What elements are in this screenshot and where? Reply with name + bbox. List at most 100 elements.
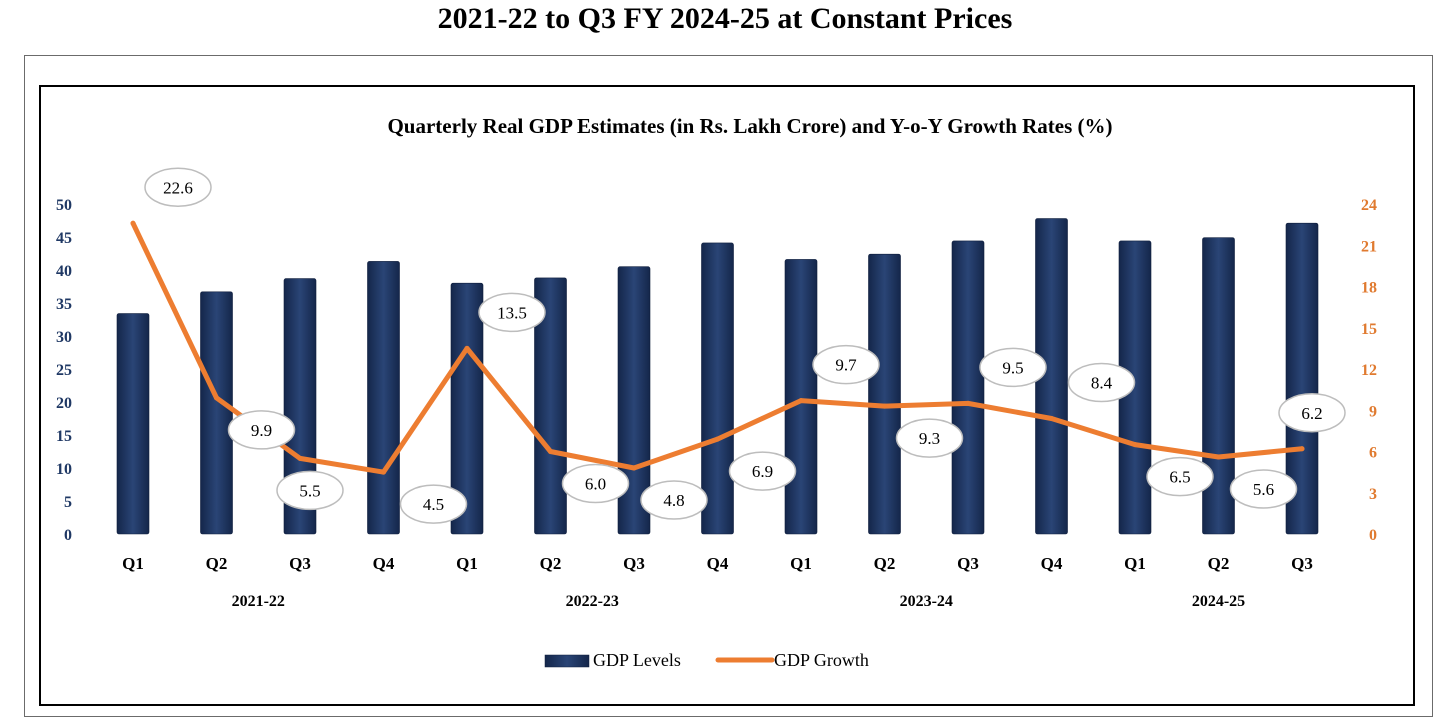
chart-title: Quarterly Real GDP Estimates (in Rs. Lak…: [387, 114, 1112, 138]
gdp-growth-point: [548, 449, 553, 454]
data-label-text: 6.0: [585, 475, 606, 494]
data-label-bubble: [640, 480, 708, 520]
legend-label-line: GDP Growth: [774, 650, 869, 670]
left-tick-label: 15: [56, 428, 72, 445]
x-category-label: Q1: [790, 554, 812, 573]
data-label-text: 8.4: [1091, 374, 1113, 393]
line-series: [130, 220, 1305, 475]
data-label-bubble: [728, 451, 797, 491]
growth-data-label: 9.7: [812, 344, 880, 385]
growth-data-label: 6.0: [561, 463, 630, 504]
growth-data-label: 5.5: [276, 470, 344, 511]
outer-frame: [24, 55, 1433, 717]
gdp-growth-point: [464, 345, 470, 351]
growth-data-label: 6.2: [1278, 393, 1346, 433]
right-tick-label: 3: [1369, 486, 1377, 503]
gdp-growth-point: [1216, 454, 1221, 460]
growth-data-label: 22.6: [144, 167, 212, 207]
growth-data-label: 9.5: [979, 347, 1047, 388]
legend-label-bar: GDP Levels: [593, 650, 681, 670]
gdp-level-bar: [1285, 222, 1319, 535]
gdp-growth-point: [1049, 416, 1054, 421]
growth-data-label: 8.4: [1067, 362, 1136, 403]
x-category-label: Q4: [1041, 554, 1063, 573]
left-tick-label: 20: [56, 395, 72, 412]
x-group-label: 2022-23: [566, 593, 619, 610]
x-group-label: 2021-22: [232, 593, 285, 610]
x-category-label: Q2: [206, 554, 228, 573]
x-category-label: Q3: [289, 554, 311, 573]
x-group-labels: 2021-22 2022-23 2023-24 2024-25: [232, 593, 1246, 610]
left-tick-label: 35: [56, 296, 72, 313]
data-label-bubble: [144, 167, 212, 207]
data-label-bubble: [895, 418, 964, 458]
x-category-label: Q2: [540, 554, 562, 573]
data-label-text: 9.7: [835, 356, 857, 375]
right-axis-ticks: 0 3 6 9 12 15 18 21 24: [1361, 197, 1377, 544]
gdp-level-bar: [951, 240, 985, 535]
gdp-growth-point: [130, 220, 136, 226]
data-label-bubble: [1229, 469, 1298, 509]
gdp-growth-point: [965, 400, 971, 406]
x-category-label: Q1: [1124, 554, 1146, 573]
right-tick-label: 21: [1361, 238, 1377, 255]
data-labels: 22.6 9.9 5.5 4.5 13.5 6.0 4.8 6.9 9.7 9.3 9.5 8.4 6.…: [144, 167, 1346, 524]
gdp-growth-point: [1132, 442, 1138, 448]
legend-swatch-bar: [544, 654, 590, 668]
right-tick-label: 6: [1369, 445, 1377, 462]
x-category-label: Q2: [874, 554, 896, 573]
gdp-level-bar: [534, 277, 567, 535]
right-tick-label: 12: [1361, 362, 1377, 379]
data-label-bubble: [478, 292, 546, 333]
data-label-text: 5.5: [299, 481, 320, 500]
data-label-bubble: [1146, 456, 1214, 497]
chart-frame: [39, 85, 1415, 706]
gdp-level-bar: [868, 253, 901, 535]
gdp-growth-point: [882, 403, 887, 409]
x-category-label: Q3: [1291, 554, 1313, 573]
gdp-level-bar: [1202, 237, 1235, 535]
x-group-label: 2024-25: [1192, 593, 1245, 610]
data-label-bubble: [812, 344, 880, 385]
data-label-bubble: [561, 463, 630, 504]
data-label-bubble: [276, 470, 344, 511]
right-tick-label: 9: [1369, 403, 1377, 420]
right-tick-label: 0: [1369, 527, 1377, 544]
gdp-growth-point: [1299, 446, 1305, 452]
gdp-level-bar: [116, 313, 150, 535]
right-tick-label: 24: [1361, 197, 1377, 214]
growth-data-label: 6.5: [1146, 456, 1214, 497]
x-category-label: Q2: [1208, 554, 1230, 573]
left-tick-label: 25: [56, 362, 72, 379]
x-category-label: Q1: [122, 554, 144, 573]
data-label-bubble: [1067, 362, 1136, 403]
growth-data-label: 13.5: [478, 292, 546, 333]
data-label-text: 6.9: [752, 462, 773, 481]
x-category-label: Q4: [707, 554, 729, 573]
data-label-text: 22.6: [163, 178, 193, 197]
gdp-growth-point: [631, 465, 637, 471]
data-label-text: 4.5: [423, 495, 444, 514]
data-label-text: 6.2: [1301, 404, 1322, 423]
growth-data-label: 9.3: [895, 418, 964, 458]
data-label-text: 6.5: [1169, 468, 1190, 487]
left-tick-label: 0: [64, 527, 72, 544]
gdp-growth-point: [798, 398, 804, 404]
data-label-text: 9.5: [1002, 358, 1023, 377]
left-axis-ticks: 0 5 10 15 20 25 30 35 40 45 50: [56, 197, 72, 544]
gdp-level-bar: [450, 282, 484, 535]
left-tick-label: 40: [56, 263, 72, 280]
data-label-text: 13.5: [497, 303, 527, 322]
x-category-label: Q1: [456, 554, 478, 573]
data-label-text: 9.9: [251, 421, 272, 440]
data-label-bubble: [227, 410, 296, 450]
left-tick-label: 10: [56, 461, 72, 478]
gdp-growth-point: [381, 469, 386, 475]
left-tick-label: 45: [56, 230, 72, 247]
growth-data-label: 9.9: [227, 410, 296, 450]
gdp-growth-point: [715, 436, 720, 442]
growth-data-label: 5.6: [1229, 469, 1298, 509]
gdp-level-bar: [784, 259, 818, 535]
gdp-level-bar: [367, 261, 400, 535]
